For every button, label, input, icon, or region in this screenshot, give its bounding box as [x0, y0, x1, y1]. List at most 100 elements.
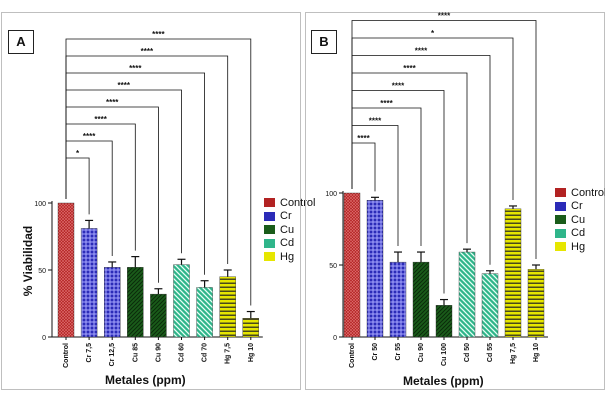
- significance-label: ****: [438, 12, 451, 21]
- legend-swatch: [555, 242, 566, 251]
- significance-bracket: [65, 38, 252, 306]
- legend-item: Cu: [264, 223, 315, 236]
- legend-label: Control: [571, 186, 605, 199]
- y-tick-label: 0: [42, 335, 46, 342]
- significance-bracket: [351, 20, 537, 259]
- x-tick-label: Cu 90: [155, 343, 162, 362]
- x-tick-label: Cr 7,5: [86, 343, 93, 363]
- x-tick-label: Cr 50: [372, 343, 379, 361]
- legend-swatch: [555, 201, 566, 211]
- legend-item: Control: [555, 186, 605, 199]
- bar-cd: [196, 287, 213, 338]
- x-tick-label: Hg 7,5: [510, 343, 517, 364]
- legend-item: Hg: [264, 250, 315, 263]
- legend-label: Control: [280, 196, 316, 209]
- bar-cd: [173, 264, 190, 338]
- bar-cu: [435, 305, 453, 338]
- legend-swatch: [555, 228, 566, 238]
- significance-bracket: [351, 142, 376, 192]
- legend-item: Cu: [555, 213, 605, 226]
- significance-label: ****: [83, 132, 96, 141]
- bar-cu: [127, 267, 144, 338]
- x-tick-label: Control: [349, 343, 356, 368]
- y-tick-label: 100: [325, 191, 337, 198]
- panel-label: B: [311, 30, 337, 54]
- bar-hg: [527, 269, 545, 338]
- legend-label: Cr: [280, 210, 292, 222]
- legend-swatch: [555, 188, 566, 197]
- y-axis-label: % Viabilidad: [21, 225, 35, 297]
- x-axis-label: Metales (ppm): [105, 373, 186, 387]
- legend-item: Cr: [264, 210, 315, 223]
- x-tick-label: Cu 85: [132, 343, 139, 362]
- legend-label: Cd: [571, 227, 586, 239]
- significance-label: ****: [415, 47, 428, 56]
- legend-label: Hg: [571, 240, 586, 253]
- x-tick-label: Hg 10: [248, 343, 255, 362]
- bar-cr: [103, 267, 121, 338]
- significance-bracket: [351, 107, 422, 247]
- bar-cr: [389, 261, 407, 338]
- significance-bracket: [65, 123, 136, 251]
- legend-item: Cr: [555, 200, 605, 213]
- y-tick-label: 0: [333, 335, 337, 342]
- bar-hg: [242, 318, 260, 338]
- y-tick-label: 100: [34, 201, 46, 208]
- x-tick-label: Cd 60: [179, 343, 186, 362]
- significance-label: ****: [94, 115, 107, 124]
- x-tick-label: Cr 12,5: [109, 343, 116, 366]
- legend-item: Cd: [555, 227, 605, 240]
- significance-label: ****: [380, 99, 393, 108]
- legend: Control Cr Cu Cd Hg: [555, 186, 605, 254]
- bar-hg: [504, 208, 522, 338]
- panel-border: [1, 12, 301, 390]
- bar-hg: [219, 276, 236, 338]
- x-tick-label: Cr 55: [395, 343, 402, 361]
- legend-item: Cd: [264, 237, 315, 250]
- legend-swatch: [264, 225, 275, 234]
- significance-label: ****: [392, 82, 405, 91]
- bar-control: [57, 202, 75, 338]
- significance-label: ****: [152, 30, 165, 39]
- x-tick-label: Cd 50: [464, 343, 471, 362]
- legend-item: Hg: [555, 240, 605, 253]
- panel-label: A: [8, 30, 34, 54]
- bar-control: [343, 192, 361, 338]
- legend-swatch: [264, 252, 275, 261]
- chart-panel-a: 0 50 100 Control Cr 7,5 Cr 12,5 Cu 85 Cu 90 Cd 6…: [0, 0, 315, 404]
- bar-cd: [458, 251, 476, 338]
- x-tick-label: Cd 70: [202, 343, 209, 362]
- y-tick-label: 50: [329, 263, 337, 270]
- chart-panel-b: 0 50 100 Control Cr 50 Cr 55 Cu 90 Cu 100 Cd 50 C…: [303, 0, 605, 404]
- significance-label: ****: [129, 64, 142, 73]
- bar-cu: [412, 261, 430, 338]
- significance-label: *: [431, 29, 435, 38]
- significance-label: ****: [369, 117, 382, 126]
- x-tick-label: Control: [63, 343, 70, 368]
- legend-swatch: [555, 215, 566, 224]
- significance-label: ****: [357, 134, 370, 143]
- legend: Control Cr Cu Cd Hg: [264, 196, 315, 264]
- legend-label: Cr: [571, 200, 583, 212]
- x-tick-label: Cu 100: [441, 343, 448, 366]
- x-tick-label: Cd 55: [487, 343, 494, 362]
- legend-label: Cd: [280, 237, 295, 249]
- legend-label: Cu: [280, 223, 295, 236]
- significance-label: ****: [141, 47, 154, 56]
- x-tick-label: Cu 90: [418, 343, 425, 362]
- legend-item: Control: [264, 196, 315, 209]
- bar-cd: [481, 273, 499, 338]
- significance-label: *: [76, 149, 80, 158]
- chart-a-svg: 0 50 100 Control Cr 7,5 Cr 12,5 Cu 85 Cu 90 Cd 6…: [34, 30, 263, 368]
- significance-label: ****: [118, 81, 131, 90]
- chart-b-svg: 0 50 100 Control Cr 50 Cr 55 Cu 90 Cu 100 Cd 50 C…: [325, 12, 548, 368]
- legend-swatch: [264, 198, 275, 207]
- legend-label: Hg: [280, 250, 295, 263]
- bar-cu: [150, 293, 167, 338]
- significance-label: ****: [403, 64, 416, 73]
- significance-label: ****: [106, 98, 119, 107]
- bar-cr: [366, 199, 384, 338]
- x-axis-label: Metales (ppm): [403, 374, 484, 388]
- legend-swatch: [264, 211, 275, 221]
- bar-cr: [80, 228, 98, 338]
